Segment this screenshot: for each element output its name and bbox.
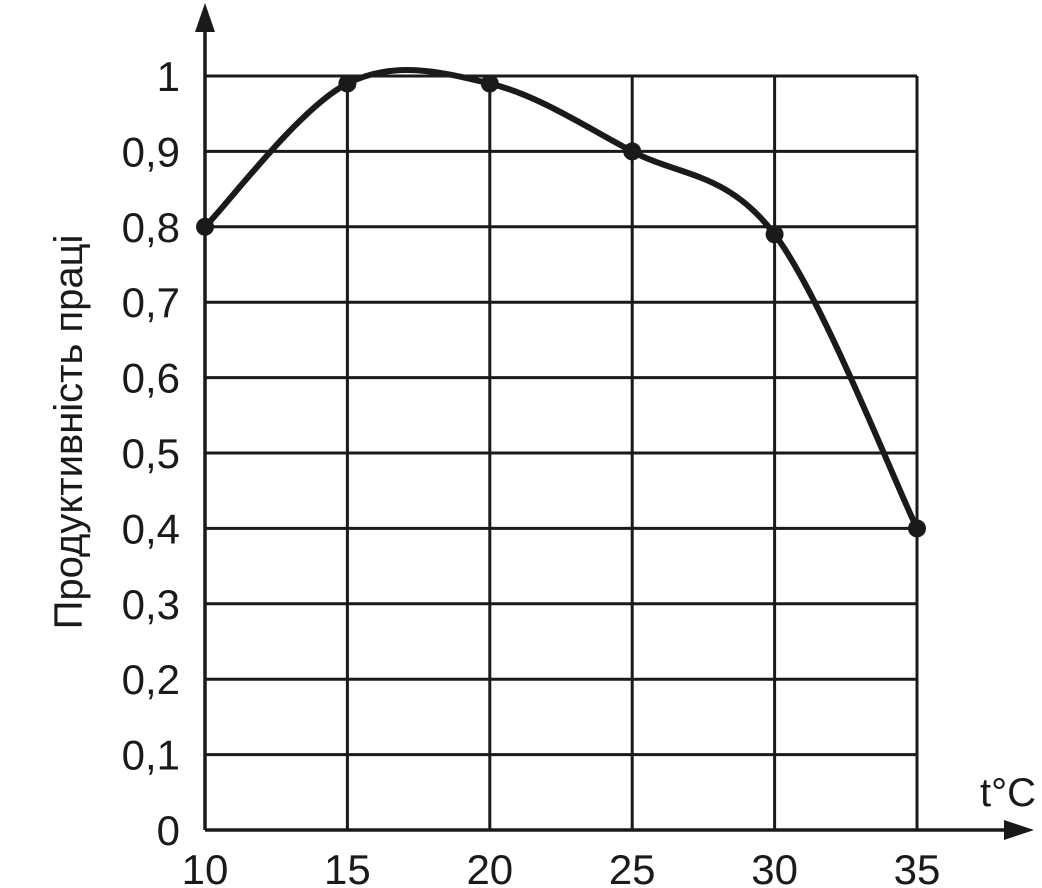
x-tick-label: 20 <box>466 846 513 888</box>
data-point <box>623 142 642 161</box>
x-axis-arrow <box>1004 820 1034 840</box>
y-axis-arrow <box>195 3 215 32</box>
y-tick-label: 0,8 <box>122 204 180 251</box>
data-point <box>908 519 926 538</box>
series <box>196 67 926 538</box>
y-tick-label: 0 <box>157 807 180 854</box>
data-point <box>765 225 784 244</box>
data-point <box>338 74 357 93</box>
y-tick-label: 0,1 <box>122 732 180 779</box>
y-tick-label: 0,9 <box>122 128 180 175</box>
data-point <box>196 217 214 236</box>
grid <box>205 74 919 830</box>
y-tick-label: 0,3 <box>122 581 180 628</box>
y-tick-label: 0,5 <box>122 430 180 477</box>
x-tick-label: 10 <box>182 846 229 888</box>
y-tick-label: 0,2 <box>122 656 180 703</box>
y-tick-label: 1 <box>157 53 180 100</box>
x-tick-label: 25 <box>609 846 656 888</box>
y-tick-label: 0,6 <box>122 355 180 402</box>
axes <box>195 3 1034 840</box>
x-tick-label: 15 <box>324 846 371 888</box>
y-tick-label: 0,7 <box>122 279 180 326</box>
y-axis-title: Продуктивність праці <box>47 235 91 630</box>
x-tick-label: 30 <box>751 846 798 888</box>
data-point <box>480 74 499 93</box>
y-tick-label: 0,4 <box>122 505 180 552</box>
tick-labels: 0 0,1 0,2 0,3 0,4 0,5 0,6 0,7 0,8 0,9 1 10 15 20 25 30 3… <box>122 53 941 888</box>
series-line <box>202 67 920 532</box>
x-axis-title: t°C <box>980 771 1036 815</box>
x-tick-label: 35 <box>894 846 941 888</box>
